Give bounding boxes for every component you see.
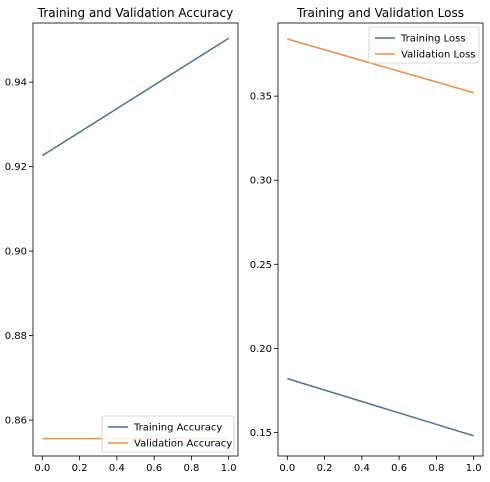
accuracy-x-tick-label: 0.6	[146, 463, 162, 474]
loss-x-tick-label: 0.2	[317, 463, 333, 474]
accuracy-legend: Training Accuracy Validation Accuracy	[101, 415, 235, 453]
loss-series-line-training	[287, 377, 474, 437]
accuracy-y-tick-label: 0.90	[5, 247, 27, 258]
accuracy-y-tick-label: 0.86	[5, 416, 27, 427]
accuracy-y-tick-label: 0.88	[5, 331, 27, 342]
loss-chart-title: Training and Validation Loss	[296, 6, 464, 20]
loss-x-tick-label: 1.0	[466, 463, 482, 474]
loss-plot-frame	[277, 22, 484, 457]
loss-legend: Training Loss Validation Loss	[368, 26, 480, 64]
accuracy-legend-label-training: Training Accuracy	[133, 423, 222, 434]
loss-y-tick-label: 0.35	[250, 92, 272, 103]
accuracy-legend-label-validation: Validation Accuracy	[134, 439, 232, 450]
accuracy-y-tick-label: 0.92	[5, 162, 27, 173]
accuracy-legend-box	[101, 415, 235, 453]
accuracy-y-tick-label: 0.94	[5, 78, 27, 89]
loss-x-tick-label: 0.4	[354, 463, 370, 474]
accuracy-x-tick-label: 0.8	[183, 463, 199, 474]
loss-legend-label-training: Training Loss	[400, 34, 466, 45]
loss-x-tick-label: 0.0	[279, 463, 295, 474]
loss-x-tick-label: 0.6	[391, 463, 407, 474]
loss-y-tick-label: 0.15	[250, 428, 272, 439]
accuracy-x-tick-label: 1.0	[221, 463, 237, 474]
accuracy-chart-title: Training and Validation Accuracy	[37, 6, 233, 20]
accuracy-x-tick-label: 0.4	[109, 463, 125, 474]
loss-y-tick-label: 0.25	[250, 260, 272, 271]
loss-legend-box	[368, 26, 480, 64]
loss-legend-label-validation: Validation Loss	[401, 50, 476, 61]
accuracy-chart: Training and Validation Accuracy 0.0 0.2 0.…	[5, 6, 239, 474]
loss-x-tick-label: 0.8	[428, 463, 444, 474]
loss-chart: Training and Validation Loss 0.0 0.2 0.4 0.6…	[250, 6, 484, 474]
loss-series-line-validation	[287, 38, 474, 94]
accuracy-x-tick-label: 0.0	[34, 463, 50, 474]
accuracy-plot-frame	[32, 22, 239, 457]
loss-y-tick-label: 0.30	[250, 176, 272, 187]
accuracy-series-line-training	[41, 37, 230, 157]
loss-y-tick-label: 0.20	[250, 344, 272, 355]
accuracy-x-tick-label: 0.2	[72, 463, 88, 474]
